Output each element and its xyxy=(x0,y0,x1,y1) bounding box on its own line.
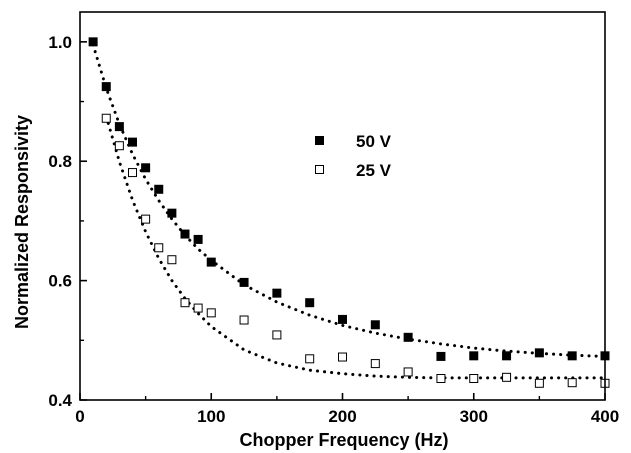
data-point-50v xyxy=(88,37,98,47)
data-point-50v xyxy=(370,320,380,330)
axis-ticks xyxy=(79,41,606,401)
data-point-50v xyxy=(502,351,512,361)
y-tick-label: 0.8 xyxy=(48,152,72,171)
y-tick-labels: 0.4 0.6 0.8 1.0 xyxy=(48,33,72,410)
y-tick-label: 0.6 xyxy=(48,272,72,291)
data-point-50v xyxy=(154,184,164,194)
data-point-50v xyxy=(114,122,124,132)
data-point-25v xyxy=(370,359,380,369)
data-point-25v xyxy=(167,255,177,265)
legend-label-50v: 50 V xyxy=(356,132,392,151)
data-point-25v xyxy=(180,298,190,308)
data-point-50v xyxy=(206,257,216,267)
data-point-25v xyxy=(567,378,577,388)
data-point-50v xyxy=(193,234,203,244)
data-point-25v xyxy=(154,243,164,253)
data-point-50v xyxy=(567,351,577,361)
data-point-25v xyxy=(206,308,216,318)
x-tick-label: 300 xyxy=(460,407,488,426)
x-axis-title: Chopper Frequency (Hz) xyxy=(239,430,448,450)
data-point-25v xyxy=(403,367,413,377)
legend: 50 V 25 V xyxy=(315,132,392,180)
plot-frame xyxy=(79,11,606,401)
x-tick-label: 400 xyxy=(591,407,619,426)
x-tick-label: 100 xyxy=(197,407,225,426)
data-point-25v xyxy=(305,354,315,364)
data-point-25v xyxy=(114,141,124,151)
data-point-25v xyxy=(436,374,446,384)
data-point-25v xyxy=(502,372,512,382)
data-point-50v xyxy=(338,314,347,324)
data-point-25v xyxy=(469,374,479,384)
x-tick-label: 200 xyxy=(328,407,356,426)
data-point-50v xyxy=(180,229,190,239)
data-point-25v xyxy=(101,113,111,123)
legend-marker-filled-square xyxy=(315,136,324,145)
data-point-25v xyxy=(338,352,347,362)
data-point-50v xyxy=(128,137,137,147)
x-tick-label: 0 xyxy=(75,407,84,426)
data-point-50v xyxy=(239,277,249,287)
y-tick-label: 1.0 xyxy=(48,33,72,52)
y-axis-title: Normalized Responsivity xyxy=(12,115,32,329)
data-point-25v xyxy=(128,168,137,178)
data-point-25v xyxy=(141,214,151,224)
data-point-25v xyxy=(534,378,544,388)
fit-curve-25v xyxy=(104,115,607,380)
data-point-50v xyxy=(141,163,151,173)
y-tick-label: 0.4 xyxy=(48,391,72,410)
data-point-25v xyxy=(193,303,203,313)
data-point-50v xyxy=(101,82,111,92)
data-point-25v xyxy=(272,330,282,340)
legend-label-25v: 25 V xyxy=(356,161,392,180)
x-tick-labels: 0 100 200 300 400 xyxy=(75,407,619,426)
fit-curve-50v xyxy=(91,43,607,358)
data-point-50v xyxy=(272,288,282,298)
data-point-50v xyxy=(305,298,315,308)
legend-marker-open-square xyxy=(315,165,324,174)
data-point-25v xyxy=(239,315,249,325)
data-point-50v xyxy=(534,348,544,358)
fit-curves xyxy=(91,43,607,380)
data-points xyxy=(88,37,610,388)
data-point-50v xyxy=(436,351,446,361)
data-point-50v xyxy=(403,332,413,342)
data-point-50v xyxy=(167,208,177,218)
data-point-50v xyxy=(469,351,479,361)
